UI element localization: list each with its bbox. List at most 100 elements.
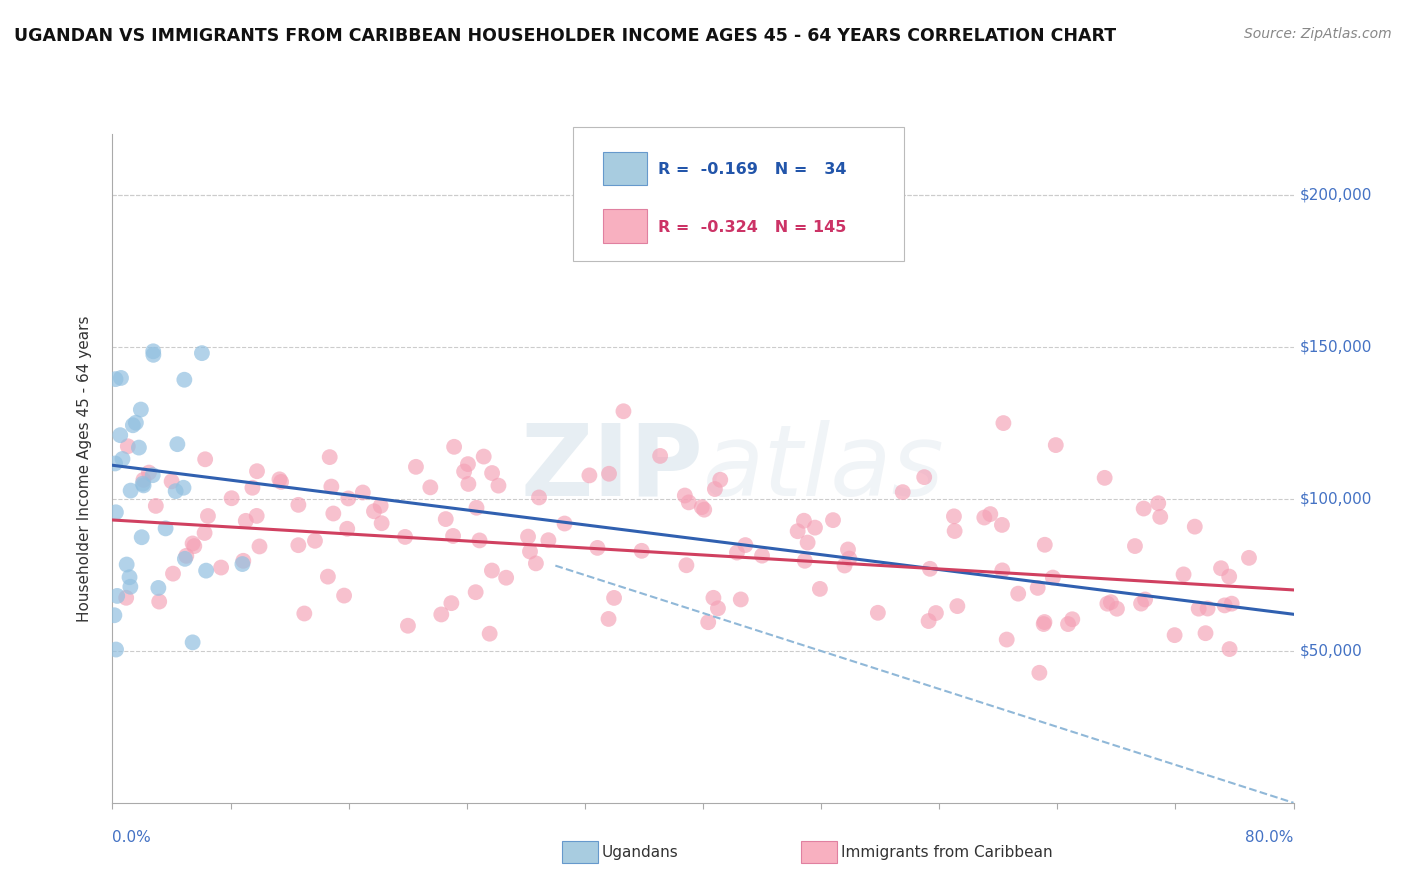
Point <box>1237 550 1260 565</box>
Point <box>598 467 620 481</box>
Point <box>209 560 232 574</box>
Point <box>1219 642 1241 657</box>
Point <box>891 485 914 500</box>
Point <box>394 530 416 544</box>
Point <box>703 482 725 496</box>
Point <box>221 491 243 506</box>
Point <box>129 402 152 417</box>
Point <box>453 465 475 479</box>
Point <box>120 580 142 594</box>
Point <box>690 500 713 515</box>
Point <box>173 481 195 495</box>
Point <box>488 478 510 492</box>
Point <box>128 441 150 455</box>
Point <box>181 635 204 649</box>
Point <box>194 525 217 540</box>
Point <box>333 589 356 603</box>
Point <box>675 558 697 573</box>
Point <box>396 619 419 633</box>
Point <box>145 499 167 513</box>
Point <box>866 606 889 620</box>
FancyBboxPatch shape <box>574 128 904 260</box>
Point <box>419 480 441 494</box>
Point <box>104 457 127 471</box>
Point <box>808 582 831 596</box>
Point <box>586 541 609 555</box>
Point <box>650 449 672 463</box>
Point <box>1184 519 1206 533</box>
Point <box>125 416 148 430</box>
Text: $150,000: $150,000 <box>1299 339 1372 354</box>
Point <box>793 514 815 528</box>
Point <box>440 596 463 610</box>
Point <box>118 570 141 584</box>
Point <box>838 551 860 566</box>
Point <box>142 348 165 362</box>
Point <box>287 498 309 512</box>
FancyBboxPatch shape <box>603 152 648 186</box>
Point <box>1209 561 1232 575</box>
Point <box>430 607 453 622</box>
Point <box>1097 597 1119 611</box>
Point <box>441 529 464 543</box>
Point <box>495 571 517 585</box>
Point <box>751 549 773 563</box>
Point <box>131 530 153 544</box>
Point <box>337 491 360 506</box>
Point <box>115 591 138 605</box>
Point <box>472 450 495 464</box>
Point <box>269 472 291 486</box>
Text: $50,000: $50,000 <box>1299 643 1362 658</box>
Point <box>132 476 155 491</box>
Point <box>287 538 309 552</box>
Point <box>316 569 339 583</box>
Point <box>1149 509 1171 524</box>
Point <box>1033 538 1056 552</box>
Point <box>232 554 254 568</box>
Point <box>673 489 696 503</box>
Point <box>160 475 183 489</box>
Point <box>730 592 752 607</box>
Point <box>155 521 177 535</box>
Point <box>603 591 626 605</box>
Point <box>912 470 935 484</box>
Point <box>837 542 859 557</box>
Point <box>598 612 620 626</box>
Point <box>1028 665 1050 680</box>
Point <box>242 481 264 495</box>
Point <box>162 566 184 581</box>
Point <box>524 557 547 571</box>
Point <box>1132 501 1154 516</box>
Point <box>917 614 939 628</box>
Point <box>231 557 253 571</box>
Point <box>318 450 340 464</box>
Point <box>464 585 486 599</box>
Text: R =  -0.169   N =   34: R = -0.169 N = 34 <box>658 161 846 177</box>
Point <box>197 508 219 523</box>
Point <box>304 533 326 548</box>
Point <box>1057 617 1080 632</box>
Text: Ugandans: Ugandans <box>602 846 679 860</box>
Text: UGANDAN VS IMMIGRANTS FROM CARIBBEAN HOUSEHOLDER INCOME AGES 45 - 64 YEARS CORRE: UGANDAN VS IMMIGRANTS FROM CARIBBEAN HOU… <box>14 27 1116 45</box>
Point <box>249 540 271 554</box>
Point <box>630 544 652 558</box>
Point <box>1188 601 1211 615</box>
Point <box>176 549 198 563</box>
Point <box>991 517 1014 532</box>
Point <box>457 457 479 471</box>
Point <box>111 452 134 467</box>
Point <box>973 510 995 524</box>
Point <box>946 599 969 613</box>
Point <box>115 558 138 572</box>
Point <box>693 502 716 516</box>
Point <box>786 524 808 539</box>
Point <box>352 485 374 500</box>
Point <box>1194 626 1216 640</box>
Point <box>181 536 204 550</box>
Point <box>132 478 155 492</box>
FancyBboxPatch shape <box>603 210 648 243</box>
Text: 80.0%: 80.0% <box>1246 830 1294 845</box>
Text: $100,000: $100,000 <box>1299 491 1372 506</box>
Point <box>1220 597 1243 611</box>
Point <box>142 344 165 359</box>
